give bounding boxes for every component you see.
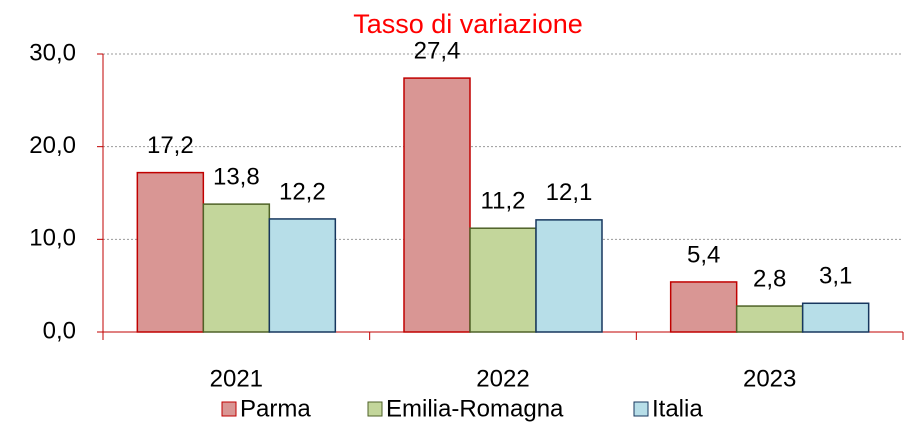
x-tick-label: 2023 <box>743 365 796 392</box>
value-label: 13,8 <box>213 163 260 190</box>
chart-title: Tasso di variazione <box>353 9 583 39</box>
value-label: 3,1 <box>819 263 852 290</box>
bar <box>535 219 603 333</box>
bar <box>801 302 870 333</box>
value-label: 12,2 <box>279 178 326 205</box>
legend-swatch <box>367 401 383 417</box>
y-tick-label: 10,0 <box>29 225 76 252</box>
value-label: 5,4 <box>687 241 720 268</box>
legend-swatch <box>633 401 649 417</box>
legend-label: Parma <box>240 395 311 422</box>
bar <box>403 77 471 333</box>
value-label: 27,4 <box>414 37 461 64</box>
bar <box>268 218 337 333</box>
x-tick-label: 2021 <box>210 365 263 392</box>
legend-label: Emilia-Romagna <box>386 395 564 422</box>
value-label: 12,1 <box>546 179 593 206</box>
legend-swatch <box>221 401 237 417</box>
value-label: 2,8 <box>753 265 786 292</box>
bar <box>202 203 271 333</box>
value-label: 11,2 <box>481 188 526 215</box>
legend-label: Italia <box>652 395 703 422</box>
x-tick-label: 2022 <box>476 365 529 392</box>
bar <box>469 227 537 333</box>
y-tick-label: 0,0 <box>43 317 76 344</box>
bar <box>735 305 804 333</box>
y-tick-label: 30,0 <box>29 39 76 66</box>
value-label: 17,2 <box>147 132 194 159</box>
y-tick-label: 20,0 <box>29 132 76 159</box>
bar <box>669 281 738 333</box>
bar <box>136 171 205 333</box>
